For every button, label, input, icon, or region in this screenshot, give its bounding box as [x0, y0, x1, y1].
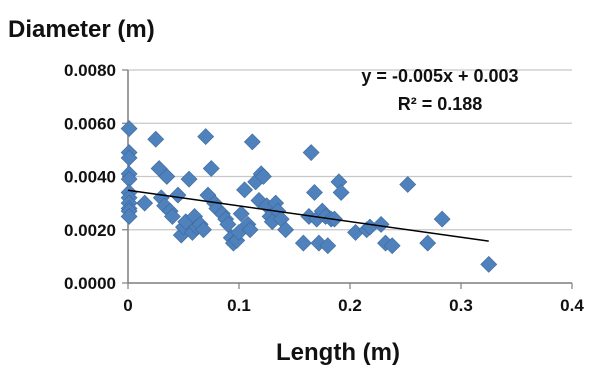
data-point	[372, 216, 390, 233]
x-tick-label: 0	[123, 296, 132, 315]
data-point	[169, 186, 187, 204]
data-point	[277, 221, 295, 239]
y-tick-label: 0.0080	[64, 61, 116, 80]
x-tick-labels: 0 0.1 0.2 0.3 0.4	[123, 296, 584, 315]
data-point	[197, 128, 215, 145]
y-axis-title: Diameter (m)	[8, 16, 155, 43]
data-point	[163, 208, 181, 225]
data-point	[332, 184, 350, 201]
data-point	[383, 237, 401, 255]
y-tick-label: 0.0060	[64, 114, 116, 133]
trendline	[127, 189, 489, 242]
data-point	[433, 210, 451, 228]
data-point	[306, 184, 323, 201]
data-point	[419, 234, 437, 252]
data-point	[399, 176, 417, 193]
x-tick-label: 0.2	[338, 296, 362, 315]
data-point	[158, 168, 176, 185]
x-tick-label: 0.3	[449, 296, 473, 315]
data-point	[202, 160, 220, 177]
grid-lines	[128, 69, 572, 231]
data-point	[480, 255, 498, 273]
data-points	[120, 120, 498, 273]
data-point	[136, 194, 154, 212]
data-point	[254, 168, 272, 185]
data-point	[243, 133, 261, 151]
y-tick-label: 0.0040	[64, 168, 116, 187]
y-tick-labels: 0.0000 0.0020 0.0040 0.0060 0.0080	[64, 61, 116, 293]
x-tick-label: 0.4	[560, 296, 584, 315]
r-squared-label: R² = 0.188	[398, 94, 483, 114]
x-tick-label: 0.1	[227, 296, 251, 315]
data-point	[180, 170, 198, 188]
data-point	[241, 221, 259, 239]
trendline-equation: y = -0.005x + 0.003	[361, 66, 518, 86]
data-point	[302, 144, 320, 161]
data-point	[120, 120, 138, 137]
trendline-group	[127, 189, 489, 242]
x-axis-title: Length (m)	[276, 339, 400, 366]
data-point	[319, 237, 337, 255]
data-point	[120, 208, 138, 225]
data-point	[232, 205, 250, 223]
y-tick-label: 0.0000	[64, 274, 116, 293]
data-point	[294, 234, 312, 252]
data-point	[147, 130, 165, 148]
data-point	[236, 181, 253, 199]
axes	[122, 69, 573, 289]
y-tick-label: 0.0020	[64, 221, 116, 240]
data-point	[195, 221, 212, 239]
data-point	[219, 216, 237, 233]
